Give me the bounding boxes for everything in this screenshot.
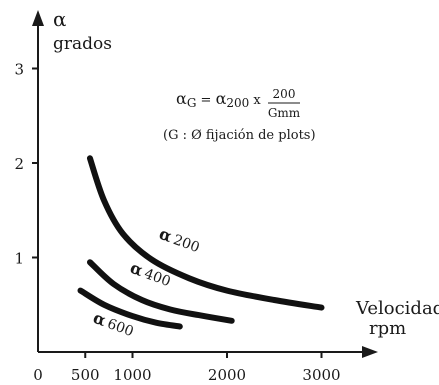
- x-tick-label: 1000: [113, 366, 151, 384]
- series-line-alpha-600: [77, 287, 183, 330]
- series-label-value: 200: [171, 232, 202, 256]
- series-line-alpha-200: [86, 155, 325, 311]
- formula-numerator: 200: [273, 87, 296, 101]
- x-axis-label-line1: Velocidad: [355, 298, 439, 319]
- formula-note: (G : Ø fijación de plots): [163, 128, 316, 143]
- y-axis-symbol: α: [53, 7, 67, 31]
- series-label-value: 600: [105, 316, 136, 340]
- formula-times: x: [249, 93, 261, 108]
- series-label-symbol: α: [91, 308, 109, 330]
- y-tick-label: 3: [14, 61, 24, 79]
- series-label-alpha-200: α200: [157, 224, 203, 256]
- x-tick-label: 2000: [208, 366, 246, 384]
- series-label-symbol: α: [128, 258, 146, 280]
- x-tick-label: 3000: [302, 366, 340, 384]
- formula-denominator: Gmm: [268, 106, 301, 120]
- formula-lhs: αG = α200 x: [176, 89, 261, 110]
- series-label-symbol: α: [157, 224, 175, 246]
- y-tick-label: 2: [14, 155, 24, 173]
- formula-lhs-subscript: G: [187, 96, 197, 110]
- x-tick-label: 0: [33, 366, 43, 384]
- x-axis-label-line2: rpm: [369, 318, 406, 339]
- formula-equals: =: [196, 93, 215, 108]
- x-axis-arrow: [362, 346, 378, 358]
- series-label-alpha-400: α400: [128, 258, 174, 290]
- series-line-alpha-400: [86, 259, 235, 324]
- x-tick-label: 500: [71, 366, 100, 384]
- y-tick-label: 1: [14, 250, 24, 268]
- formula-rhs-symbol: α: [216, 89, 227, 108]
- y-axis-unit: grados: [53, 34, 112, 54]
- y-axis-arrow: [32, 10, 44, 26]
- formula-lhs-symbol: α: [176, 89, 187, 108]
- formula-rhs-subscript: 200: [226, 96, 249, 110]
